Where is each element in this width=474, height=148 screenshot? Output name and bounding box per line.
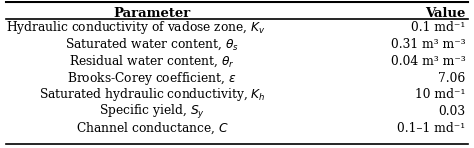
Text: Brooks-Corey coefficient, $\varepsilon$: Brooks-Corey coefficient, $\varepsilon$ bbox=[67, 70, 237, 87]
Text: 0.04 m³ m⁻³: 0.04 m³ m⁻³ bbox=[391, 55, 465, 68]
Text: 7.06: 7.06 bbox=[438, 72, 465, 85]
Text: Residual water content, $\theta_r$: Residual water content, $\theta_r$ bbox=[69, 53, 235, 69]
Text: Channel conductance, $C$: Channel conductance, $C$ bbox=[76, 121, 228, 136]
Text: Value: Value bbox=[425, 7, 465, 20]
Text: Hydraulic conductivity of vadose zone, $K_v$: Hydraulic conductivity of vadose zone, $… bbox=[6, 19, 266, 36]
Text: 0.1 md⁻¹: 0.1 md⁻¹ bbox=[411, 21, 465, 34]
Text: Saturated water content, $\theta_s$: Saturated water content, $\theta_s$ bbox=[65, 37, 239, 52]
Text: 0.1–1 md⁻¹: 0.1–1 md⁻¹ bbox=[397, 122, 465, 135]
Text: 0.31 m³ m⁻³: 0.31 m³ m⁻³ bbox=[391, 38, 465, 51]
Text: Saturated hydraulic conductivity, $K_h$: Saturated hydraulic conductivity, $K_h$ bbox=[39, 86, 265, 103]
Text: 10 md⁻¹: 10 md⁻¹ bbox=[415, 88, 465, 101]
Text: 0.03: 0.03 bbox=[438, 105, 465, 118]
Text: Specific yield, $S_y$: Specific yield, $S_y$ bbox=[99, 103, 205, 121]
Text: Parameter: Parameter bbox=[114, 7, 191, 20]
